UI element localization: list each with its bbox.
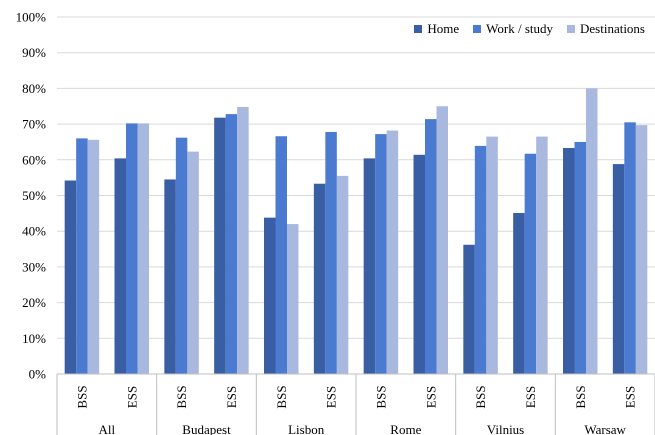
bar-work-study-9: [524, 153, 537, 374]
bar-work-study-6: [375, 134, 387, 374]
legend-label-destinations: Destinations: [580, 21, 645, 36]
bar-work-study-4: [275, 136, 287, 374]
bar-destinations-6: [386, 130, 399, 374]
bar-home-10: [563, 148, 575, 374]
bar-destinations-8: [486, 136, 498, 374]
y-tick-label: 70%: [22, 117, 46, 132]
bar-home-7: [413, 154, 425, 374]
legend-item-destinations: Destinations: [567, 21, 645, 37]
x-group-label: Rome: [390, 422, 421, 435]
bar-home-9: [513, 212, 525, 374]
bar-destinations-11: [635, 125, 648, 375]
bar-work-study-0: [76, 138, 88, 374]
legend-swatch-work-study: [473, 25, 482, 33]
bar-home-6: [363, 158, 376, 374]
bar-work-study-2: [175, 137, 188, 374]
bar-destinations-0: [87, 139, 100, 374]
x-subcategory-label: ESS: [324, 386, 339, 408]
gridlines: [57, 16, 655, 375]
x-subcategory-label: BSS: [373, 385, 388, 408]
x-group-label: Vilnius: [487, 422, 525, 435]
bar-home-0: [64, 180, 77, 374]
legend-label-home: Home: [427, 21, 460, 36]
y-tick-label: 30%: [22, 259, 46, 274]
legend: Home Work / study Destinations: [414, 21, 645, 37]
bar-destinations-1: [137, 123, 149, 374]
x-group-label: All: [99, 422, 116, 435]
y-tick-label: 0%: [29, 367, 47, 382]
bar-work-study-1: [126, 123, 138, 374]
bar-work-study-8: [474, 145, 487, 374]
bar-home-3: [214, 117, 226, 374]
x-subcategory-label: BSS: [74, 385, 89, 408]
y-tick-label: 90%: [22, 45, 46, 60]
bar-home-8: [463, 244, 475, 374]
bar-home-2: [164, 179, 176, 374]
x-group-label: Warsaw: [584, 422, 626, 435]
legend-item-home: Home: [414, 21, 459, 37]
legend-label-work-study: Work / study: [486, 21, 553, 36]
x-axis: BSS ESS BSS ESS BSS ESS BSS ESS BSS ESS BSS ESS All B…: [56, 373, 655, 435]
bars: [64, 88, 648, 375]
bar-home-5: [313, 183, 326, 374]
x-subcategory-label: BSS: [573, 385, 588, 408]
x-group-label: Lisbon: [288, 422, 325, 435]
x-group-label: Budapest: [182, 422, 231, 435]
bar-work-study-3: [225, 114, 238, 374]
x-subcategory-label: ESS: [423, 386, 438, 408]
x-subcategory-label: BSS: [174, 385, 189, 408]
bar-destinations-2: [187, 151, 199, 374]
x-subcategory-label: ESS: [224, 386, 239, 408]
x-subcategory-label: BSS: [473, 385, 488, 408]
legend-swatch-destinations: [567, 25, 575, 33]
bar-home-4: [264, 217, 276, 374]
bar-destinations-5: [336, 175, 349, 374]
y-axis-ticks: 0% 10% 20% 30% 40% 50% 60% 70% 80% 90% 100%: [16, 10, 47, 382]
bar-destinations-9: [536, 136, 548, 374]
x-subcategory-label: BSS: [274, 385, 289, 408]
bar-destinations-4: [287, 224, 299, 374]
bar-destinations-3: [237, 106, 249, 375]
y-tick-label: 60%: [22, 152, 46, 167]
bar-home-11: [612, 164, 625, 374]
bar-work-study-7: [425, 119, 437, 375]
bar-work-study-11: [624, 122, 636, 374]
bar-work-study-10: [574, 141, 586, 374]
y-tick-label: 20%: [22, 295, 46, 310]
bar-work-study-5: [325, 131, 337, 374]
legend-swatch-home: [414, 25, 423, 33]
bar-destinations-10: [586, 88, 598, 375]
y-tick-label: 80%: [22, 81, 46, 96]
x-subcategory-label: ESS: [124, 386, 139, 408]
y-tick-label: 40%: [22, 224, 46, 239]
y-tick-label: 50%: [22, 188, 46, 203]
bar-destinations-7: [436, 106, 448, 374]
y-tick-label: 100%: [16, 10, 47, 25]
y-tick-label: 10%: [22, 331, 46, 346]
x-subcategory-label: ESS: [623, 386, 638, 408]
bar-home-1: [114, 158, 126, 374]
x-subcategory-label: ESS: [523, 386, 538, 408]
legend-item-work-study: Work / study: [473, 21, 553, 37]
